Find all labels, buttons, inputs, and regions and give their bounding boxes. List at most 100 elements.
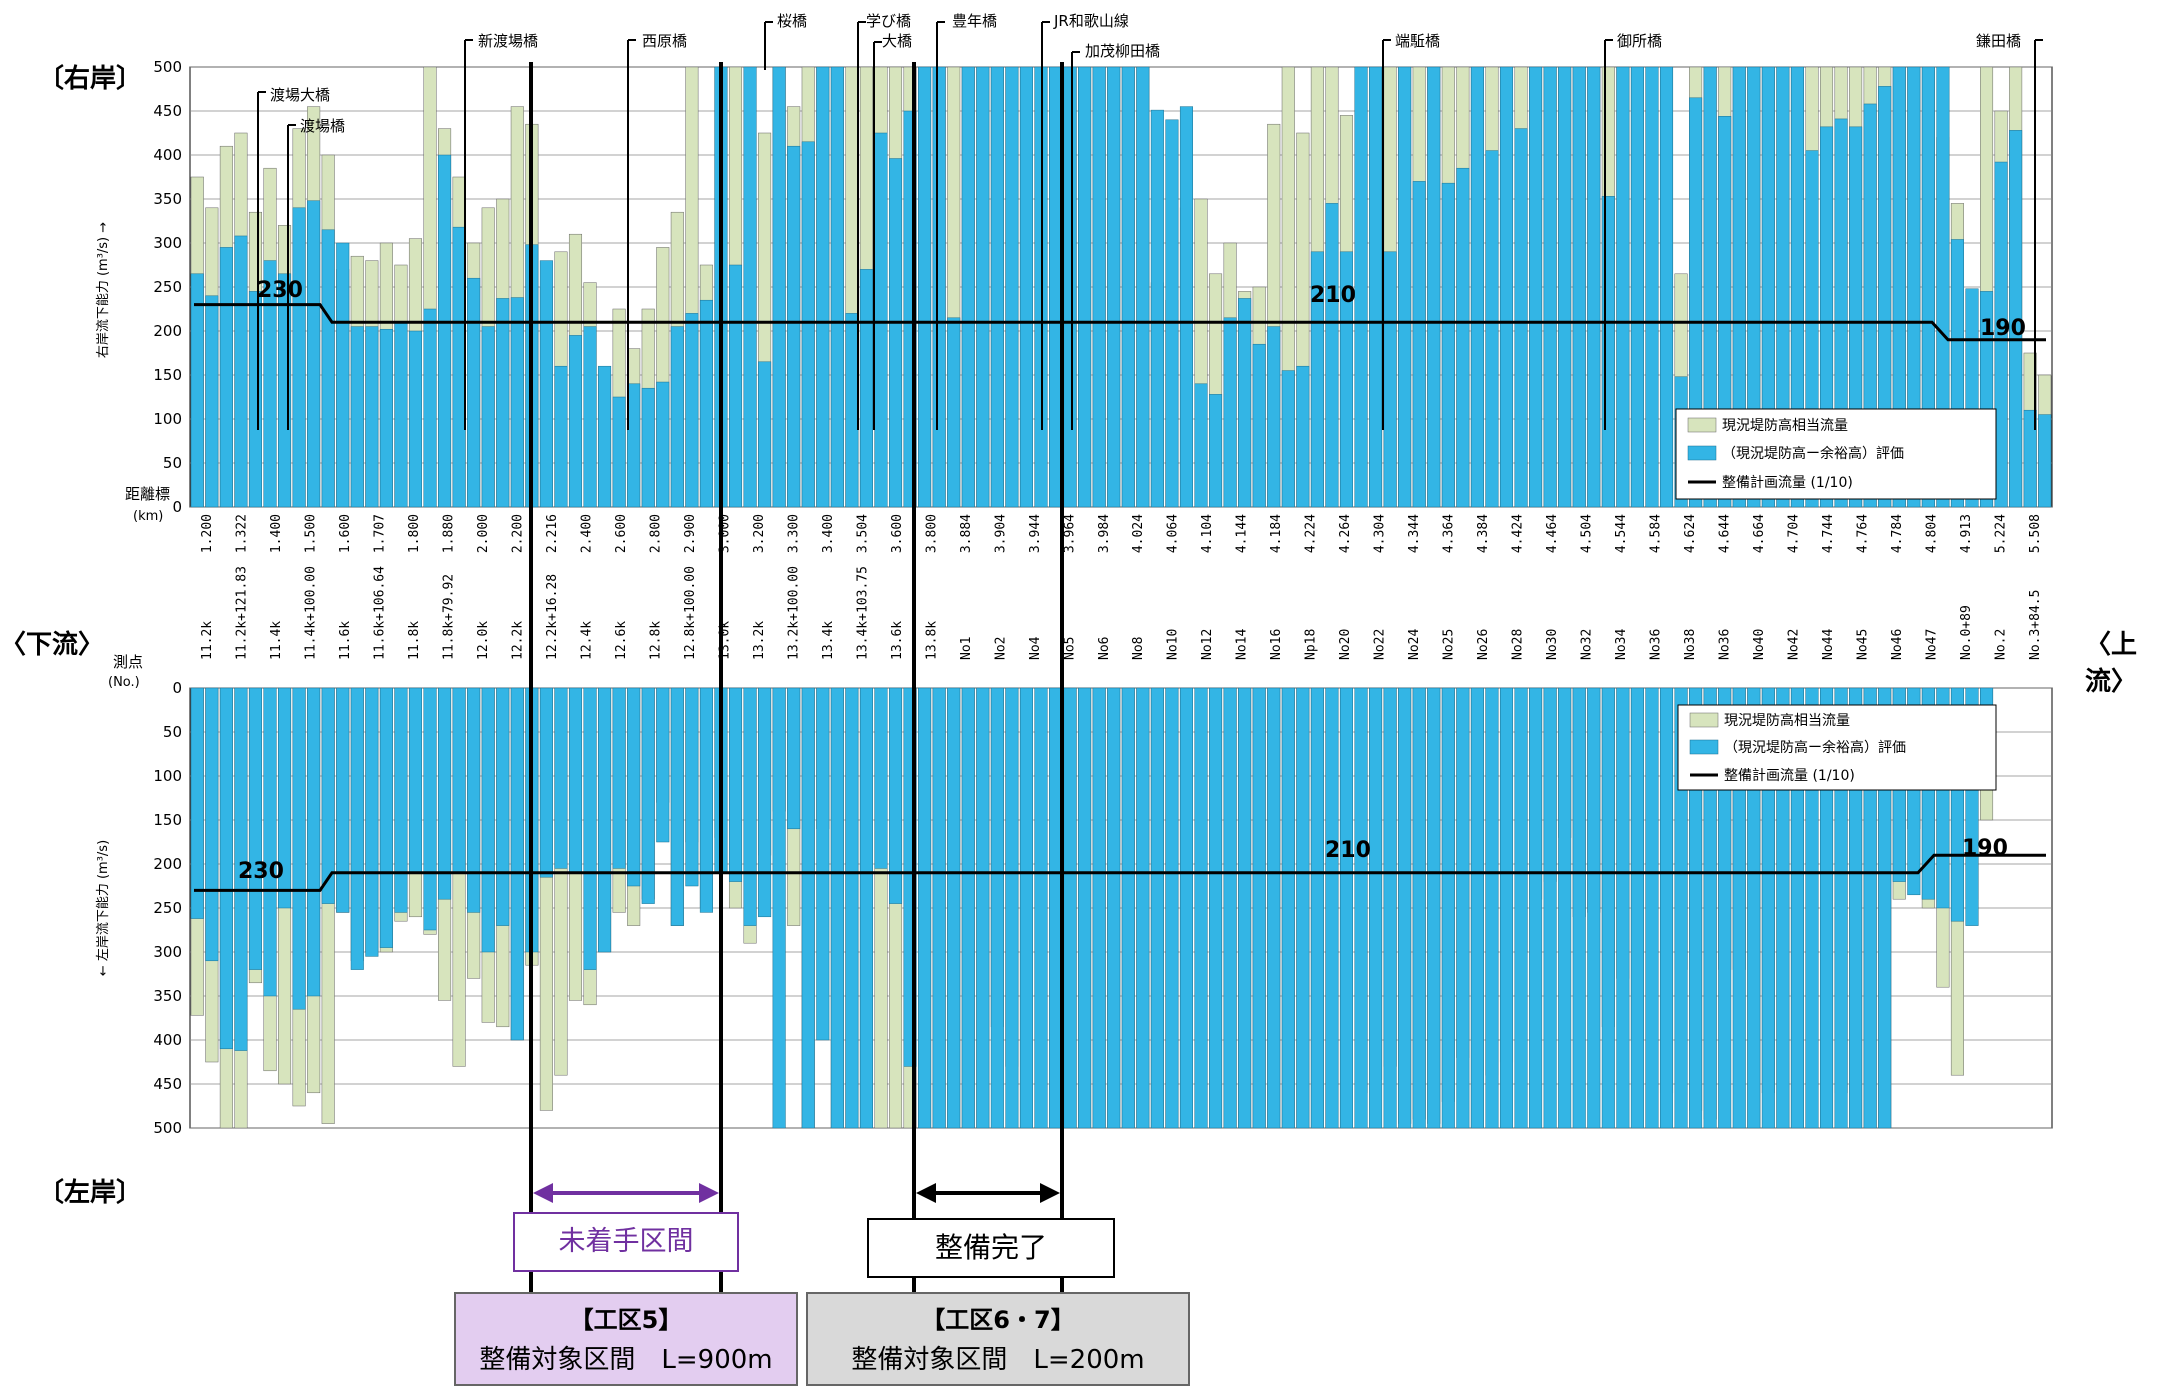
top-bar-evaluated	[1921, 66, 1935, 508]
unstarted-section-box: 未着手区間	[513, 1212, 739, 1272]
top-bar-evaluated	[947, 317, 961, 508]
bottom-x-tick-label: No5	[1062, 637, 1077, 660]
top-bar-evaluated	[321, 229, 335, 508]
top-bar-evaluated	[1776, 66, 1790, 508]
bridge-label: 渡場橋	[300, 117, 345, 135]
top-legend-swatch-evaluated	[1687, 445, 1717, 461]
bottom-bar-evaluated	[1674, 687, 1688, 1129]
bottom-bar-evaluated	[1165, 687, 1179, 1129]
top-bar-evaluated	[1194, 383, 1208, 508]
top-bar-evaluated	[1354, 66, 1368, 508]
bottom-bar-evaluated	[1354, 687, 1368, 1129]
top-x-tick-label: 1.880	[442, 514, 457, 553]
bridge-label: 大橋	[882, 32, 912, 50]
bottom-y-tick-label: 200	[153, 855, 182, 873]
bottom-y-tick-label: 0	[172, 679, 182, 697]
top-bar-evaluated	[1732, 66, 1746, 508]
bottom-y-tick-label: 400	[153, 1031, 182, 1049]
top-bar-evaluated	[772, 66, 786, 508]
top-bar-evaluated	[1543, 66, 1557, 508]
bottom-plan-label-190: 190	[1962, 836, 2008, 861]
bottom-bar-evaluated	[1238, 687, 1252, 1129]
top-bar-evaluated	[1107, 66, 1121, 508]
top-x-tick-label: 4.364	[1442, 514, 1457, 553]
top-bar-evaluated	[641, 387, 655, 508]
bottom-x-tick-label: 13.4k	[821, 621, 836, 660]
bottom-bar-evaluated	[1150, 687, 1164, 1129]
unstarted-arrow-head-left	[533, 1183, 553, 1203]
top-x-tick-label: 3.504	[855, 514, 870, 553]
top-y-tick-label: 350	[153, 190, 182, 208]
bottom-bar-evaluated	[1718, 687, 1732, 1129]
top-bar-evaluated	[1485, 150, 1499, 508]
top-bar-evaluated	[1892, 66, 1906, 508]
top-bar-evaluated	[1383, 251, 1397, 508]
top-bar-evaluated	[452, 226, 466, 508]
bottom-bar-evaluated	[801, 687, 815, 1129]
bottom-bar-evaluated	[1849, 687, 1863, 1129]
bottom-x-tick-label: No2	[993, 637, 1008, 660]
bottom-bar-evaluated	[1296, 687, 1310, 1129]
bottom-y-tick-label: 50	[163, 723, 182, 741]
top-y-tick-label: 400	[153, 146, 182, 164]
bottom-y-tick-label: 500	[153, 1119, 182, 1137]
top-x-tick-label: 4.184	[1269, 514, 1284, 553]
zone67-title: 【工区6・7】	[921, 1306, 1075, 1334]
top-legend-swatch-existing	[1687, 417, 1717, 433]
bottom-x-tick-label: No1	[959, 637, 974, 660]
bottom-x-tick-label: No8	[1131, 637, 1146, 660]
top-x-tick-label: 4.744	[1821, 514, 1836, 553]
top-y-tick-label: 50	[163, 454, 182, 472]
bottom-bar-evaluated	[1834, 687, 1848, 1129]
bottom-bar-evaluated	[1179, 687, 1193, 1129]
bottom-bar-evaluated	[350, 687, 364, 970]
overlay-lines	[529, 62, 1064, 1382]
top-bar-evaluated	[1790, 66, 1804, 508]
top-bar-evaluated	[219, 247, 233, 508]
top-x-tick-label: 4.784	[1890, 514, 1905, 553]
top-bar-evaluated	[539, 260, 553, 508]
bottom-x-tick-label: No42	[1786, 629, 1801, 660]
top-bar-evaluated	[670, 326, 684, 508]
top-x-tick-label: 3.300	[786, 514, 801, 553]
top-bar-evaluated	[598, 365, 612, 508]
top-bar-evaluated	[1121, 66, 1135, 508]
bottom-bar-evaluated	[1252, 687, 1266, 1129]
top-x-tick-label: 1.400	[269, 514, 284, 553]
top-bar-evaluated	[467, 277, 481, 508]
bottom-bar-evaluated	[1558, 687, 1572, 1129]
bottom-bar-evaluated	[205, 687, 219, 962]
bottom-bar-evaluated	[932, 687, 946, 1129]
bottom-bar-evaluated	[1034, 687, 1048, 1129]
bottom-bar-evaluated	[1659, 687, 1674, 1129]
top-bar-evaluated	[612, 396, 626, 508]
top-x-tick-label: 2.800	[649, 514, 664, 553]
bottom-x-tick-label: 13.2k+100.00	[786, 566, 801, 660]
zone5-length: 整備対象区間 L=900m	[479, 1345, 773, 1375]
bottom-bar-evaluated	[219, 687, 233, 1050]
top-bar-evaluated	[1179, 106, 1193, 508]
bottom-x-tick-label: 13.6k	[890, 621, 905, 660]
bottom-bar-evaluated	[1063, 687, 1077, 1129]
top-x-tick-label: 3.800	[924, 514, 939, 553]
top-bar-evaluated	[394, 321, 408, 508]
bottom-x-tick-label: 11.8k+79.92	[442, 574, 457, 660]
top-bar-evaluated	[1863, 103, 1877, 508]
bottom-legend-box	[1677, 704, 1997, 791]
bottom-bar-evaluated	[1529, 687, 1543, 1129]
bottom-x-tick-label: 12.2k+16.28	[545, 574, 560, 660]
bottom-y-tick-label: 100	[153, 767, 182, 785]
bridge-label: 桜橋	[777, 12, 807, 30]
top-x-tick-label: 2.400	[580, 514, 595, 553]
survey-unit: (No.)	[108, 675, 140, 690]
top-x-tick-label: 4.384	[1476, 514, 1491, 553]
top-bar-evaluated	[1034, 66, 1048, 508]
top-x-tick-label: 5.508	[2028, 514, 2043, 553]
bottom-bar-evaluated	[1339, 687, 1353, 1129]
bottom-bar-evaluated	[728, 687, 743, 882]
bottom-bar-evaluated	[670, 687, 684, 926]
bottom-legend-label-existing: 現況堤防高相当流量	[1724, 712, 1850, 729]
bottom-bar-evaluated	[1587, 687, 1601, 1129]
bottom-bar-evaluated	[1470, 687, 1484, 1129]
bottom-x-tick-label: 12.2k	[511, 621, 526, 660]
